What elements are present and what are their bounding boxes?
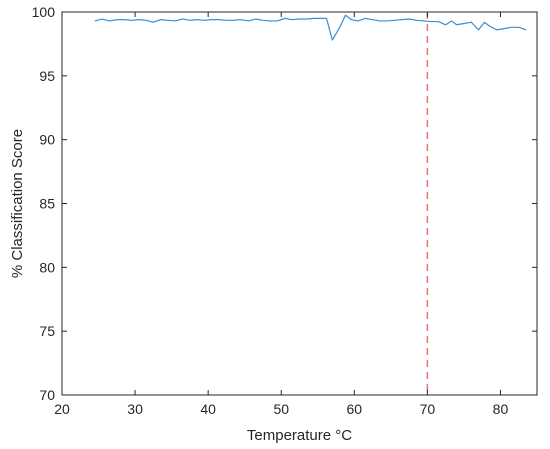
y-tick-label: 75 bbox=[39, 323, 55, 339]
y-axis-label: % Classification Score bbox=[9, 129, 26, 278]
x-axis-label: Temperature °C bbox=[247, 427, 352, 444]
x-tick-label: 80 bbox=[493, 401, 509, 417]
y-tick-label: 95 bbox=[39, 68, 55, 84]
y-tick-label: 85 bbox=[39, 196, 55, 212]
plot-area-box bbox=[61, 11, 538, 396]
plot-frame bbox=[61, 11, 538, 396]
series-layer bbox=[94, 14, 527, 41]
y-axis-ticks: 70 75 80 85 90 95 100 bbox=[32, 4, 537, 403]
y-tick-label: 70 bbox=[39, 387, 55, 403]
y-tick-label: 100 bbox=[32, 4, 56, 20]
y-tick-label: 90 bbox=[39, 132, 55, 148]
x-tick-label: 20 bbox=[54, 401, 70, 417]
x-tick-label: 60 bbox=[347, 401, 363, 417]
x-tick-label: 40 bbox=[200, 401, 216, 417]
x-tick-label: 70 bbox=[420, 401, 436, 417]
series-line bbox=[94, 14, 527, 41]
y-tick-label: 80 bbox=[39, 259, 55, 275]
x-axis-ticks: 20 30 40 50 60 70 80 bbox=[54, 12, 508, 417]
x-tick-label: 50 bbox=[273, 401, 289, 417]
x-tick-label: 30 bbox=[127, 401, 143, 417]
